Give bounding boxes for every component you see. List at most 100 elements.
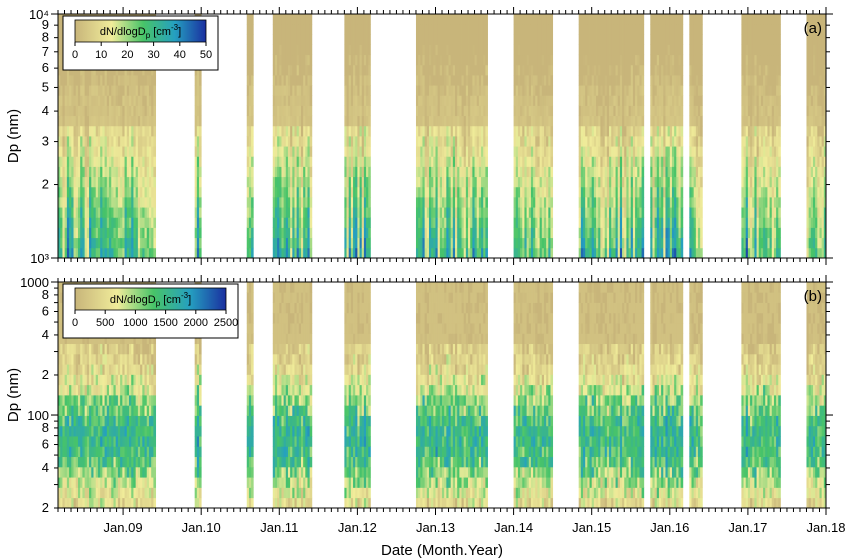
heatmap-cell <box>84 217 88 228</box>
heatmap-cell <box>109 95 112 106</box>
heatmap-cell <box>246 44 250 56</box>
heatmap-cell <box>115 237 119 249</box>
heatmap-cell <box>196 227 200 239</box>
heatmap-cell <box>62 436 66 447</box>
heatmap-cell <box>97 166 101 178</box>
heatmap-cell <box>277 14 280 25</box>
heatmap-cell <box>111 217 114 228</box>
heatmap-cell <box>309 466 313 478</box>
heatmap-cell <box>251 64 254 76</box>
heatmap-cell <box>248 115 252 127</box>
heatmap-cell <box>251 146 254 157</box>
heatmap-cell <box>287 176 291 188</box>
heatmap-cell <box>80 446 83 458</box>
heatmap-cell <box>66 207 70 218</box>
heatmap-cell <box>246 136 250 147</box>
heatmap-cell <box>148 405 152 416</box>
heatmap-cell <box>142 333 145 345</box>
heatmap-cell <box>246 125 250 137</box>
heatmap-cell <box>111 95 114 106</box>
heatmap-cell <box>106 85 110 96</box>
heatmap-cell <box>95 85 99 96</box>
heatmap-cell <box>58 425 61 437</box>
heatmap-cell <box>75 364 79 375</box>
heatmap-cell <box>151 333 154 345</box>
heatmap-cell <box>290 207 293 218</box>
heatmap-cell <box>248 44 252 56</box>
heatmap-cell <box>75 217 79 228</box>
heatmap-cell <box>115 374 119 386</box>
heatmap-cell <box>144 497 148 509</box>
heatmap-cell <box>60 44 63 56</box>
heatmap-cell <box>292 374 295 386</box>
heatmap-cell <box>100 456 103 468</box>
heatmap-cell <box>274 54 278 66</box>
heatmap-cell <box>95 405 99 416</box>
heatmap-cell <box>122 395 125 406</box>
heatmap-cell <box>274 237 278 249</box>
heatmap-cell <box>66 197 70 208</box>
heatmap-cell <box>80 466 83 478</box>
heatmap-cell <box>82 487 86 499</box>
heatmap-cell <box>71 343 74 355</box>
heatmap-cell <box>120 166 123 178</box>
heatmap-cell <box>73 456 77 468</box>
heatmap-cell <box>73 115 77 127</box>
heatmap-cell <box>120 436 123 447</box>
heatmap-cell <box>251 466 254 478</box>
heatmap-cell <box>126 333 130 345</box>
heatmap-cell <box>285 292 289 303</box>
heatmap-cell <box>135 247 139 259</box>
heatmap-cell <box>73 415 77 427</box>
heatmap-cell <box>290 186 293 198</box>
heatmap-cell <box>196 466 200 478</box>
heatmap-cell <box>84 456 88 468</box>
heatmap-cell <box>71 497 74 509</box>
heatmap-cell <box>69 466 72 478</box>
heatmap-cell <box>102 446 105 458</box>
heatmap-cell <box>115 477 119 488</box>
heatmap-cell <box>290 34 293 45</box>
heatmap-cell <box>368 125 371 137</box>
heatmap-cell <box>129 374 132 386</box>
heatmap-cell <box>274 302 278 314</box>
heatmap-cell <box>64 186 68 198</box>
heatmap-cell <box>84 405 88 416</box>
heatmap-cell <box>251 456 254 468</box>
heatmap-cell <box>60 487 63 499</box>
heatmap-cell <box>75 456 79 468</box>
heatmap-cell <box>73 176 77 188</box>
heatmap-cell <box>135 343 139 355</box>
heatmap-cell <box>120 247 123 259</box>
heatmap-cell <box>368 54 371 66</box>
heatmap-cell <box>274 364 278 375</box>
heatmap-cell <box>77 384 81 396</box>
heatmap-cell <box>109 207 112 218</box>
heatmap-cell <box>62 156 66 167</box>
heatmap-cell <box>64 333 68 345</box>
heatmap-cell <box>102 487 105 499</box>
heatmap-cell <box>120 353 123 365</box>
heatmap-cell <box>80 85 83 96</box>
heatmap-cell <box>199 166 202 178</box>
heatmap-cell <box>292 436 295 447</box>
heatmap-cell <box>137 136 141 147</box>
heatmap-cell <box>292 292 295 303</box>
heatmap-cell <box>146 105 150 117</box>
heatmap-cell <box>248 197 252 208</box>
heatmap-cell <box>71 487 74 499</box>
heatmap-cell <box>84 85 88 96</box>
heatmap-cell <box>246 14 250 25</box>
heatmap-cell <box>120 384 123 396</box>
heatmap-cell <box>274 247 278 259</box>
heatmap-cell <box>287 395 291 406</box>
heatmap-cell <box>113 466 117 478</box>
heatmap-cell <box>69 105 72 117</box>
heatmap-cell <box>287 64 291 76</box>
heatmap-cell <box>69 333 72 345</box>
heatmap-cell <box>274 333 278 345</box>
heatmap-cell <box>102 85 105 96</box>
heatmap-cell <box>281 176 285 188</box>
heatmap-cell <box>109 217 112 228</box>
heatmap-cell <box>196 176 200 188</box>
